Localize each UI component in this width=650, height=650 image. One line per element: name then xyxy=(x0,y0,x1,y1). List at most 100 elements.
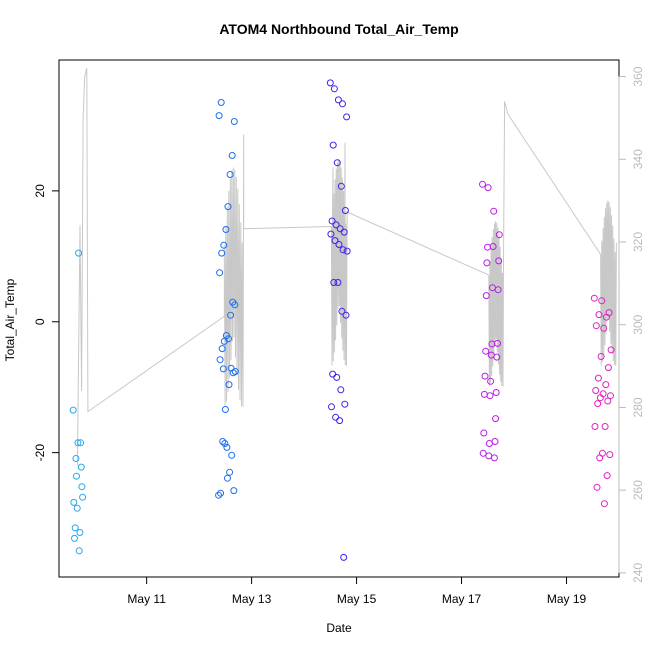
data-point xyxy=(343,113,351,121)
chart-title: ATOM4 Northbound Total_Air_Temp xyxy=(219,21,458,37)
data-point xyxy=(332,221,340,229)
data-point xyxy=(231,368,239,375)
y-axis-label: Total_Air_Temp xyxy=(3,278,17,361)
data-point xyxy=(216,356,224,364)
x-axis-label: Date xyxy=(326,621,352,635)
data-point xyxy=(333,159,341,167)
data-point xyxy=(215,491,223,499)
right-axis-series-line xyxy=(76,68,617,466)
data-point xyxy=(491,438,499,445)
data-point xyxy=(75,249,83,257)
data-point xyxy=(218,345,226,353)
data-point xyxy=(487,377,495,385)
data-point xyxy=(495,231,503,239)
data-point xyxy=(595,311,603,319)
data-point xyxy=(590,294,598,302)
data-point xyxy=(216,269,224,277)
data-point xyxy=(326,79,334,87)
data-point xyxy=(596,454,604,462)
data-point xyxy=(77,463,85,471)
data-point xyxy=(71,524,79,532)
data-point xyxy=(601,423,609,430)
data-point xyxy=(339,100,346,108)
data-point xyxy=(74,439,82,447)
data-point xyxy=(603,472,611,480)
data-point xyxy=(329,141,337,149)
y-right-tick-label: 340 xyxy=(631,149,645,169)
data-point xyxy=(334,96,342,104)
x-tick-label: May 19 xyxy=(547,592,587,606)
x-tick-label: May 17 xyxy=(442,592,482,606)
data-point xyxy=(602,381,610,389)
x-tick-label: May 15 xyxy=(337,592,377,606)
data-point xyxy=(604,397,612,405)
data-point xyxy=(230,487,238,495)
data-point xyxy=(332,413,340,421)
data-point xyxy=(69,406,77,414)
data-point xyxy=(215,112,223,120)
data-point xyxy=(592,387,600,394)
data-point xyxy=(341,400,349,408)
data-point xyxy=(604,364,612,372)
data-point xyxy=(231,301,239,309)
data-point xyxy=(483,259,491,267)
data-point xyxy=(230,118,238,125)
data-point xyxy=(220,241,228,249)
y-tick-label: 0 xyxy=(33,318,47,325)
data-point xyxy=(73,504,81,512)
data-point xyxy=(330,279,338,286)
data-point xyxy=(489,243,497,250)
data-point xyxy=(492,415,500,423)
data-point xyxy=(486,392,494,400)
y-right-tick-label: 300 xyxy=(631,314,645,334)
data-point xyxy=(495,257,503,265)
data-point xyxy=(484,184,492,192)
data-point xyxy=(606,451,614,459)
data-point xyxy=(331,237,339,245)
data-point xyxy=(218,249,226,257)
data-point xyxy=(219,365,227,373)
data-point xyxy=(480,390,488,398)
data-point xyxy=(591,423,599,430)
plot-frame xyxy=(58,59,620,578)
data-point xyxy=(72,455,80,462)
data-point xyxy=(594,400,602,408)
data-point xyxy=(73,472,80,480)
data-point xyxy=(600,500,608,508)
data-point xyxy=(330,85,338,93)
data-point xyxy=(329,370,337,378)
data-point xyxy=(592,322,600,330)
data-point xyxy=(337,386,345,394)
data-point xyxy=(76,529,84,536)
data-point xyxy=(597,353,605,360)
data-point xyxy=(224,474,231,482)
data-point xyxy=(70,498,78,506)
data-point xyxy=(78,483,86,491)
data-point xyxy=(490,454,498,462)
data-point xyxy=(77,439,85,447)
y-right-tick-label: 360 xyxy=(631,66,645,86)
data-point xyxy=(482,292,490,300)
data-point xyxy=(71,534,78,542)
data-point xyxy=(494,339,501,347)
data-point xyxy=(479,449,487,457)
y-right-tick-label: 320 xyxy=(631,232,645,252)
data-point xyxy=(481,372,489,380)
data-point xyxy=(602,313,610,321)
data-point xyxy=(335,241,343,248)
right-axis-line-layer xyxy=(76,68,617,466)
data-point xyxy=(79,493,87,501)
data-point xyxy=(493,353,501,361)
data-point xyxy=(328,403,335,411)
data-point xyxy=(222,226,230,233)
data-point xyxy=(338,307,346,315)
data-point xyxy=(594,374,602,382)
data-point xyxy=(484,243,491,251)
data-point xyxy=(340,553,348,561)
data-point xyxy=(223,443,231,451)
data-point xyxy=(226,468,234,476)
data-point xyxy=(482,347,490,355)
data-point xyxy=(217,99,225,106)
data-point xyxy=(224,203,232,211)
